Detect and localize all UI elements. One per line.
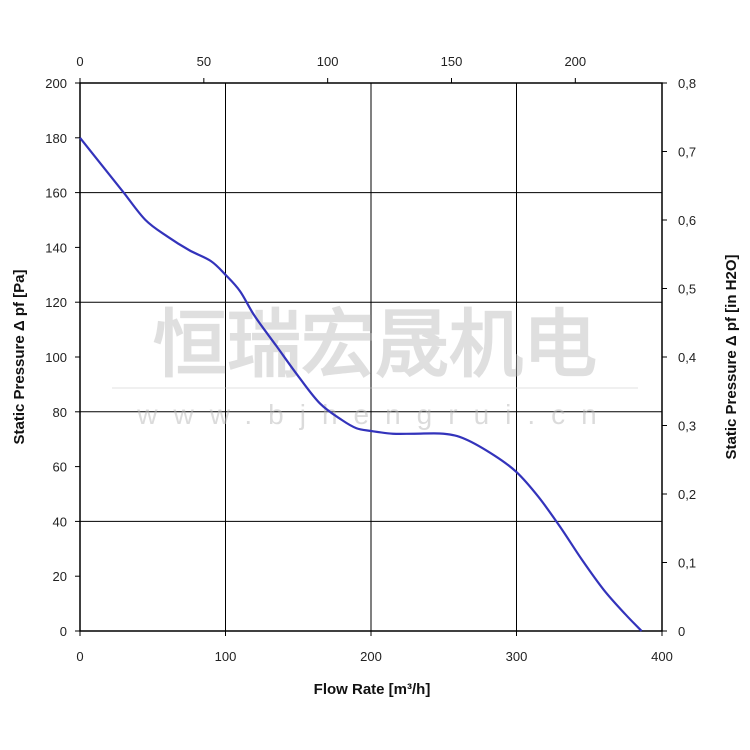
- y-right-tick-label: 0,4: [678, 350, 696, 365]
- y-right-tick-label: 0,1: [678, 556, 696, 571]
- y-right-tick-label: 0,5: [678, 282, 696, 297]
- series-line-pressure-curve: [79, 137, 643, 632]
- y-tick-label: 180: [45, 131, 67, 146]
- y-right-tick-label: 0,8: [678, 76, 696, 91]
- y-axis-right-title: Static Pressure Δ pf [in H2O]: [723, 254, 740, 459]
- y-right-tick-label: 0,2: [678, 487, 696, 502]
- y-tick-label: 40: [53, 514, 67, 529]
- y-tick-label: 160: [45, 186, 67, 201]
- y-axis-left-ticks: 0 20 40 60 80 100 120 140 160 180 200: [45, 76, 80, 639]
- y-axis-right-ticks: 0 0,1 0,2 0,3 0,4 0,5 0,6 0,7 0,8: [662, 76, 696, 639]
- x-axis-title: Flow Rate [m³/h]: [314, 681, 431, 698]
- y-tick-label: 20: [53, 569, 67, 584]
- watermark: 恒瑞宏晟机电 www.bjhengrui.cn: [112, 302, 638, 430]
- y-right-tick-label: 0,6: [678, 213, 696, 228]
- y-tick-label: 140: [45, 240, 67, 255]
- y-right-tick-label: 0,7: [678, 145, 696, 160]
- y-tick-label: 120: [45, 295, 67, 310]
- watermark-chinese: 恒瑞宏晟机电: [153, 302, 597, 388]
- y-tick-label: 60: [53, 460, 67, 475]
- x-top-tick-label: 150: [441, 54, 463, 69]
- y-tick-label: 0: [60, 624, 67, 639]
- x-tick-label: 300: [506, 649, 528, 664]
- y-tick-label: 100: [45, 350, 67, 365]
- x-tick-label: 100: [215, 649, 237, 664]
- x-axis-top-ticks: 0 50 100 150 200: [76, 54, 586, 83]
- y-right-tick-label: 0: [678, 624, 685, 639]
- x-top-tick-label: 100: [317, 54, 339, 69]
- x-tick-label: 200: [360, 649, 382, 664]
- series-group: [79, 137, 643, 632]
- x-top-tick-label: 50: [197, 54, 211, 69]
- x-top-tick-label: 200: [564, 54, 586, 69]
- y-axis-left-title: Static Pressure Δ pf [Pa]: [11, 269, 28, 444]
- x-tick-label: 400: [651, 649, 673, 664]
- y-tick-label: 200: [45, 76, 67, 91]
- y-right-tick-label: 0,3: [678, 419, 696, 434]
- grid-lines: [80, 83, 662, 631]
- watermark-url: www.bjhengrui.cn: [136, 399, 612, 430]
- x-top-tick-label: 0: [76, 54, 83, 69]
- x-axis-bottom-ticks: 0 100 200 300 400: [76, 631, 673, 664]
- y-tick-label: 80: [53, 405, 67, 420]
- x-tick-label: 0: [76, 649, 83, 664]
